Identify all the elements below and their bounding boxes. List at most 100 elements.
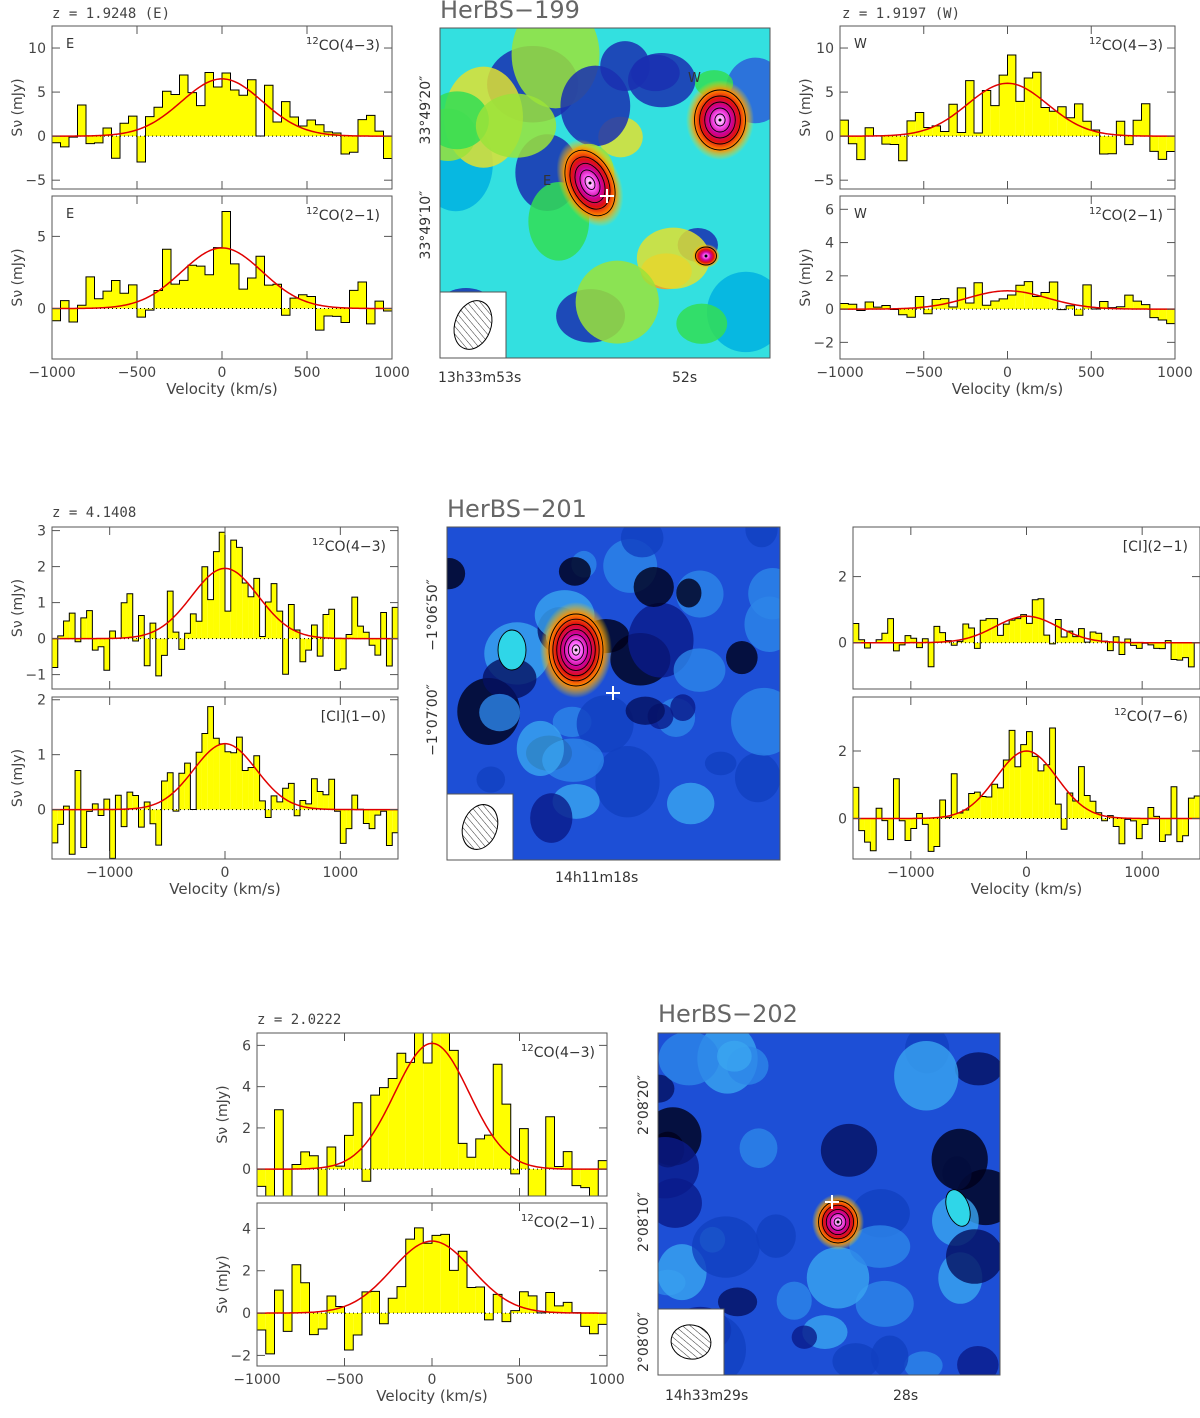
hist-bar (188, 92, 197, 137)
hist-bar (1038, 770, 1044, 819)
hist-bar (288, 604, 295, 639)
hist-bar (840, 303, 849, 310)
hist-bar (1024, 281, 1033, 310)
hist-bar (362, 1169, 371, 1182)
hist-bar (388, 1078, 397, 1170)
hist-bar (1015, 285, 1025, 310)
hist-bar (1159, 642, 1166, 649)
noise-blob (849, 1225, 911, 1268)
hist-bar (423, 1243, 432, 1314)
hist-bar (138, 615, 145, 639)
ra-label: 13h33m53s (438, 370, 521, 386)
secondary-blob (497, 629, 527, 671)
map-title: HerBS−201 (447, 495, 587, 523)
line-label: 12CO(2−1) (306, 206, 380, 224)
noise-blob (475, 93, 557, 158)
hist-bar (300, 1282, 310, 1314)
hist-bar (292, 1264, 301, 1314)
hist-bar (423, 1063, 432, 1170)
hist-bar (1055, 619, 1062, 643)
x-tick-label: −1000 (887, 865, 934, 881)
hist-bar (1026, 731, 1033, 819)
noise-blob (871, 1335, 909, 1375)
x-tick-label: 500 (1078, 365, 1105, 381)
hist-bar (265, 1313, 275, 1354)
hist-bar (1072, 801, 1079, 819)
hist-outline (52, 531, 398, 677)
line-label: [CI](2−1) (1123, 539, 1188, 555)
hist-bar (1194, 796, 1200, 819)
noise-blob (658, 1074, 675, 1103)
hist-bar (999, 298, 1008, 310)
gaussian-fit (52, 742, 398, 811)
hist-bar (324, 308, 333, 316)
noise-blob (726, 640, 758, 675)
hist-group (52, 531, 398, 677)
hist-bar (392, 809, 398, 833)
x-tick-label: 500 (506, 1372, 533, 1388)
hist-bar (957, 132, 966, 137)
hist-bar (358, 281, 367, 309)
hist-bar (1099, 136, 1108, 155)
hist-bar (161, 780, 168, 810)
hist-bar (150, 809, 156, 824)
x-axis-label: Velocity (km/s) (376, 1387, 487, 1405)
hist-bar (121, 602, 127, 639)
hist-bar (580, 1313, 590, 1327)
hist-bar (386, 809, 393, 846)
y-tick-label: 5 (37, 85, 46, 101)
y-tick-label: 0 (825, 129, 834, 145)
spectrum-panel: −2 0 2 4 6 −1000 −500 0 500 1000 Velocity (km/s) Sν… (798, 195, 1193, 398)
hist-bar (369, 809, 375, 829)
contour (714, 113, 726, 127)
x-tick-label: 0 (218, 365, 227, 381)
peak-dot (718, 118, 722, 122)
hist-bar (128, 284, 137, 309)
line-label: 12CO(2−1) (1089, 206, 1163, 224)
hist-bar (502, 1313, 511, 1322)
hist-bar (873, 307, 882, 310)
hist-bar (137, 136, 146, 162)
hist-bar (358, 119, 367, 137)
hist-bar (554, 1166, 564, 1170)
map-panel (657, 1032, 1001, 1376)
hist-bar (563, 1302, 572, 1314)
hist-bar (298, 294, 307, 309)
hist-bar (1124, 136, 1134, 145)
hist-bar (1116, 121, 1125, 137)
y-tick-label: 1 (37, 596, 46, 612)
hist-bar (121, 809, 127, 827)
hist-bar (171, 94, 180, 137)
y-tick-label: 4 (825, 236, 834, 252)
hist-bar (965, 303, 974, 310)
hist-bar (317, 638, 324, 657)
hist-bar (274, 1109, 284, 1170)
x-tick-label: −1000 (233, 1372, 280, 1388)
hist-bar (335, 1166, 345, 1170)
hist-bar (349, 136, 358, 153)
x-tick-label: −500 (118, 365, 156, 381)
gaussian-fit (853, 750, 1200, 820)
noise-blob (851, 1189, 910, 1238)
hist-bar (363, 809, 370, 824)
y-tick-label: 1 (37, 748, 46, 764)
hist-bar (898, 136, 907, 161)
spectrum-panel: 0 2 4 6 Sν (mJy) 12CO(4−3) (215, 1032, 608, 1197)
hist-bar (1108, 136, 1117, 154)
hist-bar (173, 632, 179, 639)
hist-bar (1099, 301, 1108, 310)
hist-bar (986, 796, 992, 819)
noise-blob (820, 1123, 878, 1177)
hist-bar (305, 638, 312, 651)
hist-bar (1101, 818, 1108, 821)
y-tick-label: 2 (838, 744, 847, 760)
hist-bar (317, 791, 324, 810)
hist-outline (52, 211, 392, 331)
peak-dot (574, 648, 578, 652)
hist-bar (366, 115, 375, 137)
hist-bar (589, 1169, 599, 1196)
hist-bar (1113, 818, 1120, 827)
hist-bar (311, 625, 318, 639)
noise-blob (954, 1052, 1000, 1086)
hist-bar (907, 309, 916, 318)
